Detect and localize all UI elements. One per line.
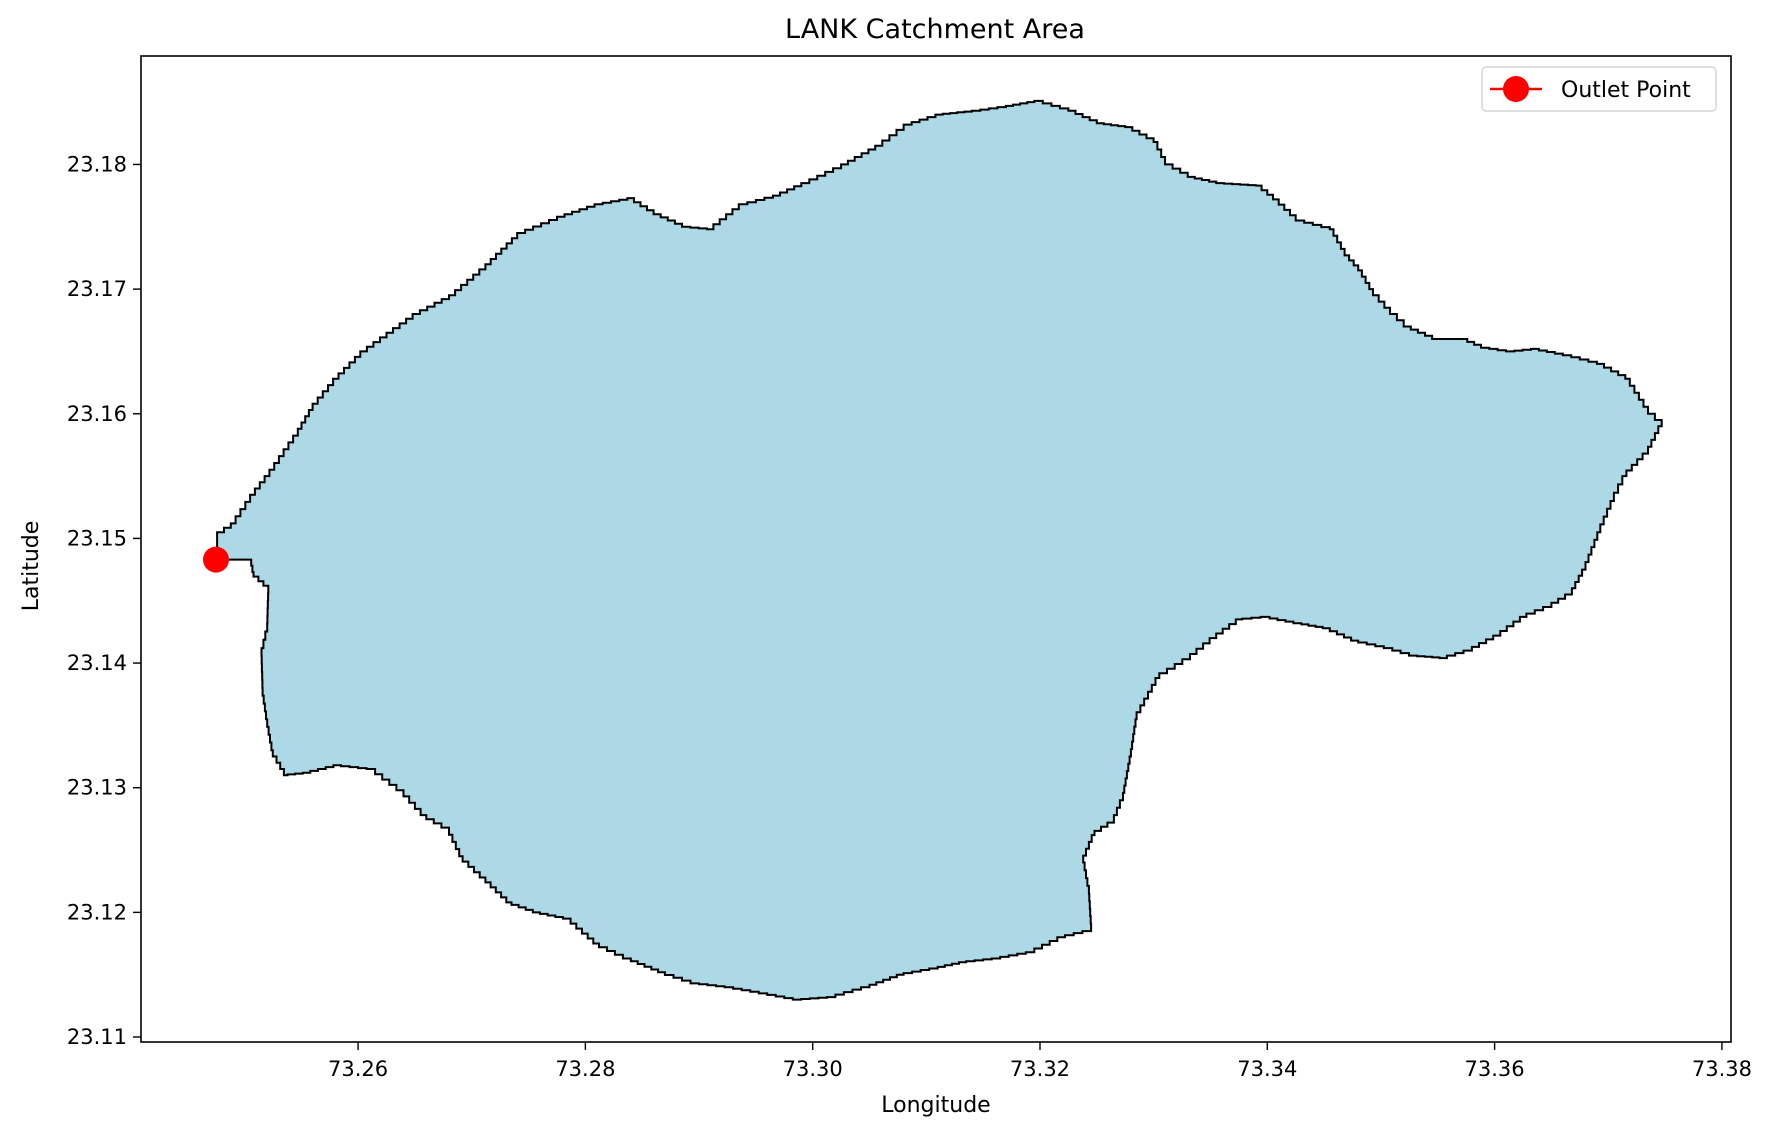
catchment-polygon bbox=[216, 99, 1663, 1001]
y-tick-label: 23.18 bbox=[67, 152, 127, 176]
legend-entry-outlet-point: Outlet Point bbox=[1561, 78, 1691, 103]
x-tick-label: 73.34 bbox=[1237, 1057, 1297, 1081]
y-tick-label: 23.14 bbox=[67, 651, 127, 675]
plot-area bbox=[203, 99, 1663, 1001]
y-tick-label: 23.11 bbox=[67, 1025, 127, 1049]
y-tick-label: 23.17 bbox=[67, 277, 127, 301]
y-tick-label: 23.15 bbox=[67, 526, 127, 550]
x-axis-title: Longitude bbox=[881, 1093, 990, 1118]
y-tick-label: 23.12 bbox=[67, 900, 127, 924]
y-tick-label: 23.13 bbox=[67, 776, 127, 800]
x-tick-label: 73.30 bbox=[783, 1057, 843, 1081]
x-tick-label: 73.38 bbox=[1692, 1057, 1752, 1081]
y-tick-label: 23.16 bbox=[67, 402, 127, 426]
x-tick-label: 73.32 bbox=[1010, 1057, 1070, 1081]
outlet-point-marker bbox=[203, 546, 229, 573]
x-tick-label: 73.26 bbox=[328, 1057, 388, 1081]
y-axis-title: Latitude bbox=[19, 521, 44, 612]
x-tick-label: 73.36 bbox=[1465, 1057, 1525, 1081]
axes-frame bbox=[140, 55, 1732, 1043]
chart-title: LANK Catchment Area bbox=[785, 14, 1085, 45]
x-tick-label: 73.28 bbox=[555, 1057, 615, 1081]
legend-box bbox=[1481, 66, 1717, 112]
legend: Outlet Point bbox=[1481, 66, 1717, 112]
legend-marker-dot bbox=[1503, 76, 1529, 102]
axes: 73.26 73.28 73.30 73.32 73.34 73.36 73.38 23.11… bbox=[67, 55, 1752, 1081]
